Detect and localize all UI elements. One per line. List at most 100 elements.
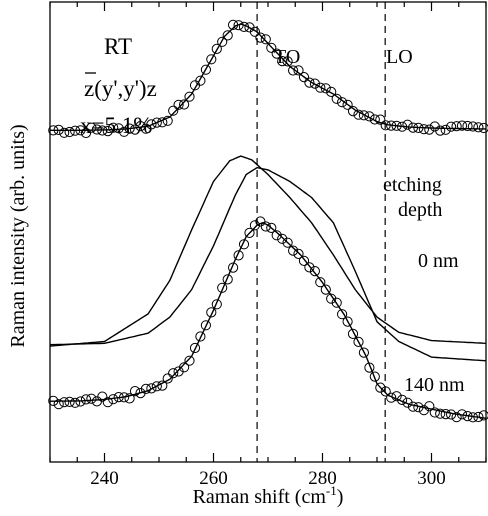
marker-s0 (407, 122, 419, 133)
marker-s3 (108, 394, 119, 405)
marker-s3 (266, 222, 277, 233)
depth-label-bottom: 140 nm (404, 374, 465, 396)
marker-s3 (304, 262, 315, 273)
marker-s0 (282, 56, 293, 67)
marker-s3 (124, 393, 135, 404)
marker-s3 (238, 239, 250, 250)
marker-s0 (124, 123, 135, 134)
marker-s3 (353, 336, 364, 347)
marker-s0 (326, 86, 337, 98)
depth-label-top: 0 nm (418, 250, 459, 272)
marker-s3 (413, 402, 424, 413)
marker-s3 (440, 409, 451, 420)
marker-s0 (402, 119, 413, 130)
geometry-rest: (y',y')z (94, 76, 157, 101)
marker-s3 (260, 221, 271, 232)
marker-s3 (228, 262, 239, 273)
etching-label-line1: etching (383, 174, 442, 196)
marker-s0 (200, 64, 211, 75)
marker-s0 (53, 124, 64, 135)
marker-s3 (375, 382, 386, 393)
marker-s3 (467, 412, 478, 423)
marker-s3 (435, 408, 446, 419)
marker-s3 (179, 362, 190, 373)
marker-s0 (364, 111, 375, 122)
marker-s0 (456, 120, 468, 131)
marker-s0 (228, 19, 239, 30)
marker-s3 (48, 395, 59, 406)
geometry-bar-char: z (84, 76, 94, 101)
marker-s3 (277, 233, 288, 244)
marker-s0 (75, 125, 86, 136)
marker-s0 (217, 36, 228, 47)
marker-s3 (391, 391, 402, 402)
marker-s0 (135, 121, 146, 132)
marker-s3 (337, 309, 348, 320)
marker-s0 (91, 124, 103, 135)
marker-s3 (402, 397, 413, 408)
marker-s0 (102, 126, 113, 137)
marker-s0 (277, 56, 288, 67)
marker-s0 (249, 26, 260, 37)
marker-s3 (64, 396, 75, 407)
marker-s0 (70, 125, 81, 136)
marker-s3 (119, 392, 130, 403)
composition-label: x=5.1% (80, 113, 152, 138)
marker-s0 (397, 121, 408, 132)
marker-s3 (364, 362, 375, 373)
marker-s0 (48, 125, 59, 136)
marker-s3 (282, 237, 293, 248)
marker-s0 (380, 120, 391, 131)
marker-s0 (478, 122, 488, 134)
x-axis-ticks: 240 260 280 300 (49, 2, 487, 489)
marker-s3 (347, 328, 359, 339)
marker-s3 (288, 245, 299, 256)
marker-s0 (342, 99, 353, 110)
marker-s0 (119, 126, 130, 137)
marker-s0 (391, 120, 402, 131)
marker-s0 (424, 124, 435, 135)
marker-s3 (478, 410, 488, 421)
marker-s3 (151, 381, 162, 392)
series-line-1 (49, 155, 487, 347)
marker-s0 (206, 54, 217, 65)
marker-s3 (397, 394, 408, 405)
marker-s3 (86, 393, 97, 404)
marker-s3 (217, 282, 228, 293)
marker-s3 (386, 392, 397, 403)
etching-label-line2: depth (398, 199, 442, 221)
data-markers (48, 19, 488, 423)
marker-s0 (473, 122, 484, 133)
marker-s0 (113, 123, 124, 134)
marker-s3 (424, 401, 435, 412)
marker-s3 (80, 394, 92, 405)
marker-s0 (151, 117, 162, 128)
marker-s0 (462, 120, 473, 132)
marker-s0 (162, 115, 173, 126)
x-tick-label: 260 (199, 468, 228, 489)
marker-s3 (342, 316, 353, 327)
x-axis-title-main: Raman shift (cm (193, 486, 327, 508)
marker-s0 (304, 77, 315, 88)
marker-s0 (315, 82, 326, 93)
marker-s0 (195, 75, 206, 86)
marker-s3 (200, 320, 211, 331)
marker-s3 (407, 401, 419, 412)
marker-s0 (375, 114, 386, 125)
marker-s3 (309, 266, 320, 277)
marker-s0 (184, 91, 195, 102)
marker-s3 (369, 371, 380, 382)
marker-s0 (108, 122, 119, 133)
marker-s3 (157, 380, 168, 391)
x-tick-label: 300 (417, 468, 446, 489)
marker-s0 (97, 125, 108, 136)
marker-s3 (358, 347, 369, 358)
marker-s3 (298, 255, 310, 266)
marker-s0 (260, 34, 271, 45)
x-tick-label: 240 (90, 468, 119, 489)
marker-s3 (195, 331, 206, 342)
marker-s3 (331, 297, 342, 308)
marker-s3 (222, 274, 233, 285)
marker-s0 (358, 110, 369, 121)
